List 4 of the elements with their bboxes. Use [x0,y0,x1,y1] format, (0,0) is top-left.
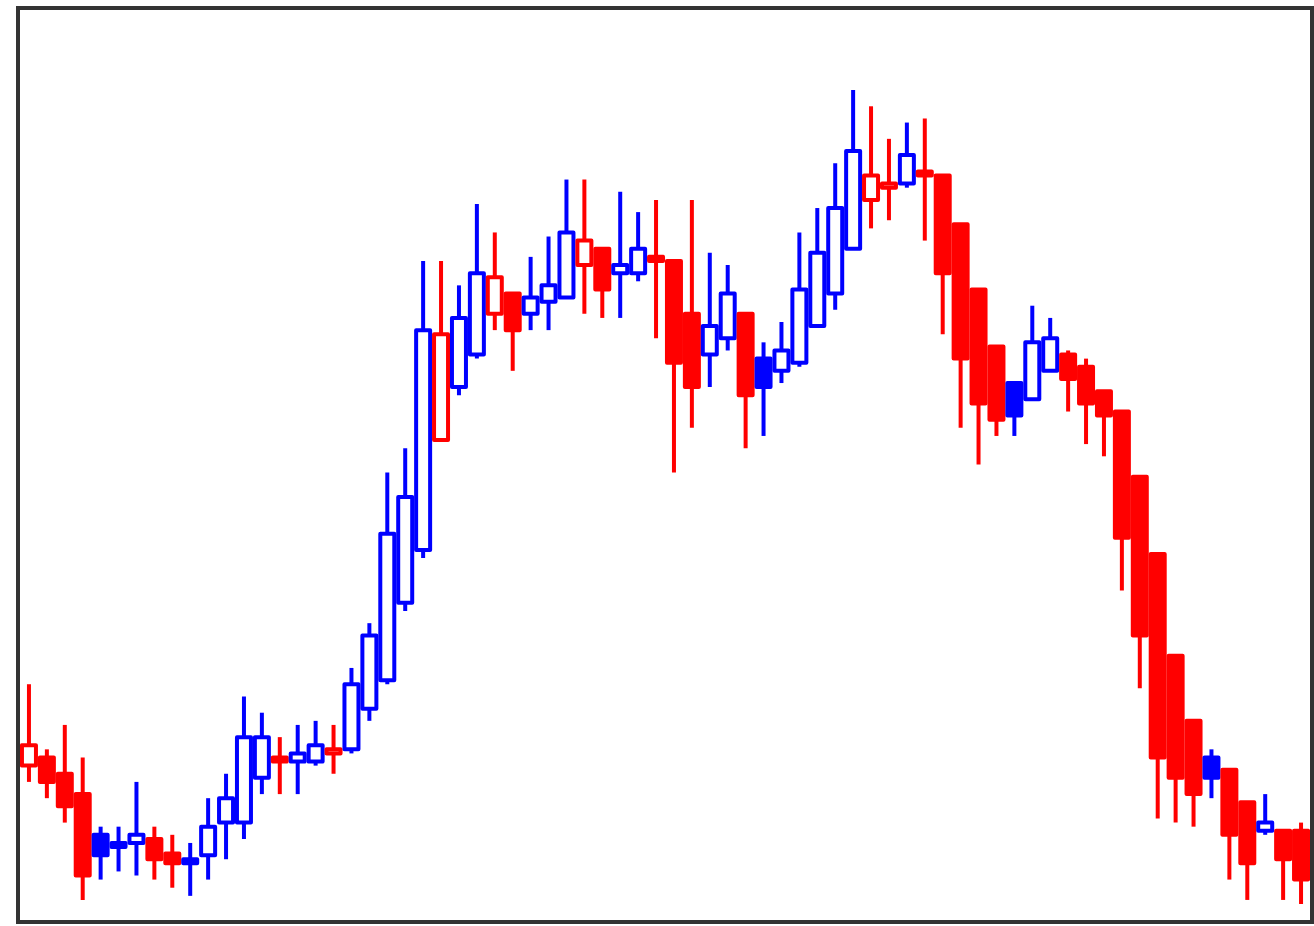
candlestick [1202,747,1221,801]
candlestick [199,796,218,882]
candlestick [1256,792,1275,837]
candlestick [181,840,200,898]
